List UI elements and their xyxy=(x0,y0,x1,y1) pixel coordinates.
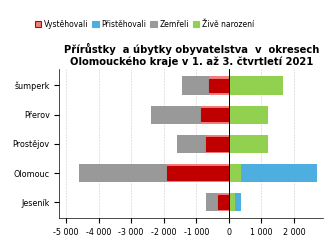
Bar xyxy=(206,193,229,211)
Bar xyxy=(209,79,229,92)
Bar xyxy=(229,193,241,211)
Legend: Vystěhovali, Přistěhovali, Zemřeli, Živě narození: Vystěhovali, Přistěhovali, Zemřeli, Živě… xyxy=(32,17,257,32)
Title: Přírůstky  a úbytky obyvatelstva  v  okresech
Olomouckého kraje v 1. až 3. čtvrt: Přírůstky a úbytky obyvatelstva v okrese… xyxy=(64,43,319,67)
Bar xyxy=(201,108,229,122)
Bar xyxy=(229,193,235,211)
Bar xyxy=(229,106,268,124)
Bar xyxy=(229,135,268,153)
Bar xyxy=(218,193,229,211)
Bar xyxy=(151,106,229,124)
Bar xyxy=(177,135,229,153)
Bar xyxy=(229,164,241,182)
Bar xyxy=(167,164,229,182)
Bar xyxy=(229,135,258,153)
Bar xyxy=(182,76,229,94)
Bar xyxy=(206,137,229,151)
Bar xyxy=(229,76,258,94)
Bar xyxy=(206,135,229,153)
Bar xyxy=(218,195,229,209)
Bar xyxy=(201,106,229,124)
Bar xyxy=(229,106,253,124)
Bar xyxy=(167,166,229,180)
Bar xyxy=(79,164,229,182)
Bar xyxy=(209,76,229,94)
Bar xyxy=(229,164,317,182)
Bar xyxy=(229,76,283,94)
